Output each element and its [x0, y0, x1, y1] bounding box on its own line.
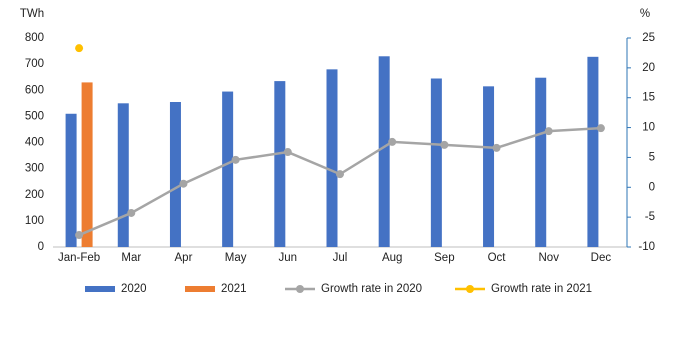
line-marker — [388, 137, 397, 146]
bar — [169, 102, 181, 247]
y-tick-label: 600 — [25, 84, 44, 96]
legend-swatch — [296, 285, 304, 293]
x-tick-label: Jan-Feb — [58, 252, 100, 264]
y-tick-label: 700 — [25, 58, 44, 70]
x-tick-label: Nov — [539, 252, 560, 264]
line-marker — [440, 140, 449, 149]
line-marker — [231, 155, 240, 164]
y2-tick-label: 20 — [642, 62, 655, 74]
bar — [587, 56, 599, 248]
bar — [326, 69, 338, 247]
bar — [430, 78, 442, 248]
line-marker — [596, 124, 605, 133]
bar — [222, 91, 234, 248]
y-tick-label: 100 — [25, 215, 44, 227]
x-tick-label: May — [225, 252, 247, 264]
line — [78, 126, 601, 237]
bar — [535, 77, 547, 248]
line-marker — [283, 148, 292, 157]
bar — [117, 103, 129, 247]
y2-tick-label: -10 — [638, 241, 655, 253]
y2-tick-label: 5 — [649, 151, 655, 163]
y2-tick-label: 10 — [642, 122, 655, 134]
legend-label: Growth rate in 2021 — [491, 283, 592, 295]
legend-swatch — [185, 286, 215, 292]
x-tick-label: Sep — [434, 252, 454, 264]
bar — [81, 82, 93, 247]
bar — [378, 56, 390, 247]
legend-label: 2020 — [121, 283, 147, 295]
x-tick-label: Apr — [175, 252, 193, 264]
x-tick-label: Mar — [121, 252, 141, 264]
line-marker — [75, 231, 84, 240]
line-marker — [75, 44, 84, 53]
bar — [483, 86, 495, 247]
x-tick-label: Oct — [488, 252, 507, 264]
y-tick-label: 200 — [25, 189, 44, 201]
legend-label: Growth rate in 2020 — [321, 283, 422, 295]
y-tick-label: 0 — [38, 241, 44, 253]
x-tick-label: Jun — [279, 252, 298, 264]
line-marker — [336, 170, 344, 179]
x-tick-label: Dec — [591, 252, 612, 264]
x-tick-label: Aug — [382, 252, 402, 264]
legend-label: 2021 — [221, 283, 247, 295]
y-tick-label: 800 — [25, 32, 44, 44]
y-tick-label: 300 — [25, 163, 44, 175]
y2-axis-label: % — [640, 8, 650, 20]
line-marker — [544, 127, 553, 136]
y2-tick-label: -5 — [645, 211, 655, 223]
y2-tick-label: 15 — [642, 92, 655, 104]
bar — [274, 81, 286, 247]
line-marker — [492, 143, 501, 152]
bar — [65, 113, 77, 247]
y2-tick-label: 25 — [642, 32, 655, 44]
y2-tick-label: 0 — [649, 181, 655, 193]
y-tick-label: 400 — [25, 137, 44, 149]
line-marker — [127, 208, 136, 217]
y-tick-label: 500 — [25, 110, 44, 122]
legend-swatch — [466, 285, 474, 293]
line-marker — [179, 179, 188, 188]
x-tick-label: Jul — [333, 252, 348, 264]
y-axis-label: TWh — [20, 8, 44, 20]
legend-swatch — [85, 286, 115, 292]
